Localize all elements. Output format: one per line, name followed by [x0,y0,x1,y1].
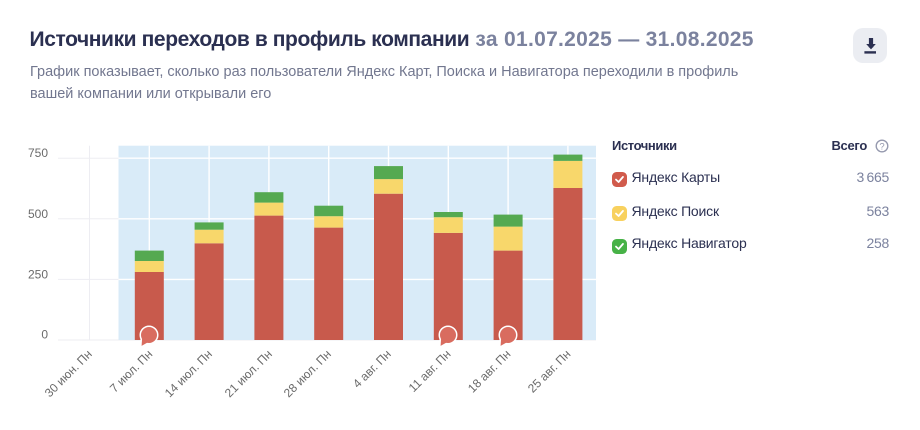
svg-text:500: 500 [28,207,48,221]
svg-text:0: 0 [41,327,48,341]
svg-text:750: 750 [28,146,48,160]
svg-text:250: 250 [28,267,48,281]
svg-text:?: ? [879,141,884,152]
